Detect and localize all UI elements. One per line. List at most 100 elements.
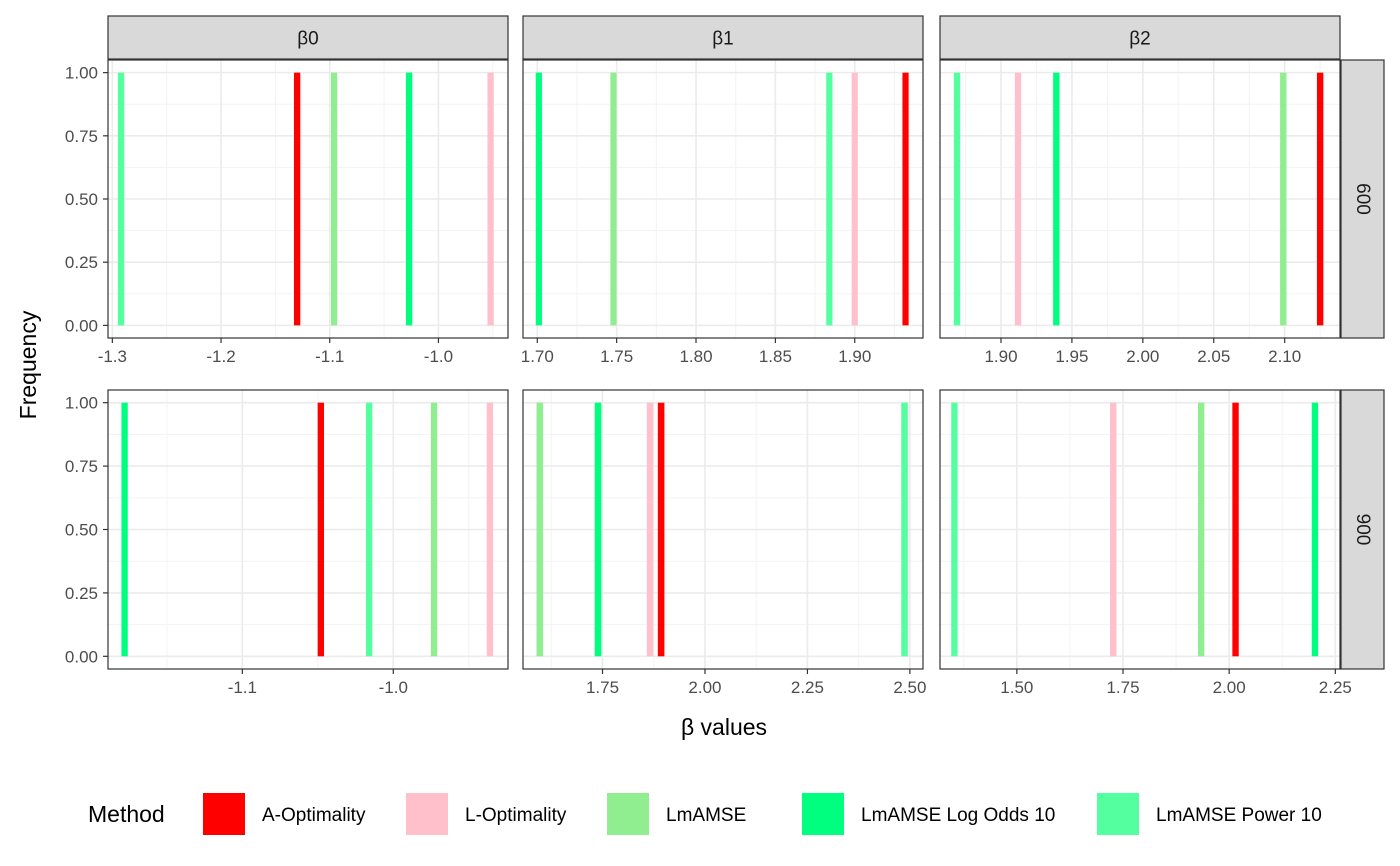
bar-a-optimality — [657, 402, 665, 657]
strip-label-0: β0 — [297, 29, 319, 50]
x-tick-label: -1.3 — [98, 347, 127, 366]
legend-label: LmAMSE Power 10 — [1156, 805, 1322, 826]
x-tick-label: 2.00 — [688, 678, 721, 697]
x-tick-label: -1.0 — [424, 347, 453, 366]
legend-swatch — [802, 793, 844, 835]
panel-600-2: 1.90 1.95 2.00 2.05 2.10 — [939, 59, 1341, 366]
strip-label-1: β1 — [712, 29, 734, 50]
x-tick-label: 1.75 — [586, 678, 619, 697]
legend-swatch — [607, 793, 649, 835]
bar-lmamse-power-10 — [951, 402, 958, 657]
bar-lmamse-log-odds-10 — [405, 72, 413, 326]
legend-swatch — [203, 793, 245, 835]
panel-900-1: 1.75 2.00 2.25 2.50 — [522, 389, 926, 697]
bar-lmamse — [330, 72, 338, 326]
bar-lmamse-log-odds-10 — [1311, 402, 1319, 657]
legend-swatch — [406, 793, 448, 835]
panel-border — [939, 59, 1341, 339]
strip-row-600 — [1340, 59, 1385, 339]
y-tick-label: 0.25 — [65, 253, 98, 272]
x-tick-label: 1.75 — [1106, 678, 1139, 697]
legend-item-lmamse-power-10: LmAMSE Power 10 — [1097, 793, 1322, 835]
strip-label-2: β2 — [1129, 29, 1151, 50]
bar-lmamse — [610, 72, 617, 326]
x-tick-label: 2.00 — [1126, 347, 1159, 366]
bar-lmamse-power-10 — [117, 72, 125, 326]
panel-600-0: -1.3 -1.2 -1.1 -1.0 0.00 0.25 0.50 0.75 1.00 — [65, 59, 509, 366]
x-tick-label: 1.70 — [521, 347, 554, 366]
legend-swatch — [1097, 793, 1139, 835]
y-tick-label: 0.75 — [65, 127, 98, 146]
bar-lmamse — [430, 402, 438, 657]
x-tick-label: 1.95 — [1055, 347, 1088, 366]
bar-l-optimality — [851, 72, 858, 326]
x-tick-label: -1.1 — [228, 678, 257, 697]
y-tick-label: 0.25 — [65, 584, 98, 603]
x-tick-label: 2.25 — [791, 678, 824, 697]
y-tick-label: 0.75 — [65, 457, 98, 476]
bar-a-optimality — [902, 72, 909, 326]
x-tick-label: -1.1 — [315, 347, 344, 366]
bar-a-optimality — [1316, 72, 1324, 326]
bar-l-optimality — [1110, 402, 1117, 657]
x-tick-label: 1.80 — [679, 347, 712, 366]
bar-lmamse — [536, 402, 544, 657]
panel-900-2: 1.50 1.75 2.00 2.25 — [939, 389, 1352, 697]
y-tick-label: 1.00 — [65, 64, 98, 83]
strip-label-600: 600 — [1352, 183, 1373, 215]
bar-lmamse-log-odds-10 — [535, 72, 542, 326]
x-axis-title: β values — [681, 714, 767, 740]
strip-label-900: 900 — [1352, 514, 1373, 546]
bar-l-optimality — [1014, 72, 1022, 326]
legend-item-a-optimality: A-Optimality — [203, 793, 366, 835]
x-tick-label: 1.90 — [984, 347, 1017, 366]
bar-lmamse-power-10 — [826, 72, 833, 326]
x-tick-label: 2.50 — [893, 678, 926, 697]
bar-lmamse-power-10 — [365, 402, 373, 657]
legend-label: LmAMSE — [666, 805, 746, 826]
x-tick-label: 2.10 — [1268, 347, 1301, 366]
bar-lmamse-log-odds-10 — [594, 402, 602, 657]
strip-col-2 — [522, 15, 924, 60]
y-tick-label: 0.50 — [65, 521, 98, 540]
x-tick-label: 1.90 — [838, 347, 871, 366]
legend-item-lmamse-log-odds-10: LmAMSE Log Odds 10 — [802, 793, 1055, 835]
bar-l-optimality — [646, 402, 654, 657]
x-tick-label: 1.50 — [1000, 678, 1033, 697]
x-tick-label: 1.75 — [600, 347, 633, 366]
x-tick-label: 1.85 — [759, 347, 792, 366]
strip-col-3 — [939, 15, 1341, 60]
bar-lmamse — [1197, 402, 1205, 657]
legend: Method A-Optimality L-Optimality LmAMSE LmA… — [88, 793, 1322, 835]
panel-600-1: 1.70 1.75 1.80 1.85 1.90 — [521, 59, 924, 366]
panels-layer: β0 β1 β2 600 900 -1.3 -1.2 -1.1 -1.0 0.00 0.25 0.50… — [65, 15, 1385, 697]
y-tick-label: 1.00 — [65, 394, 98, 413]
bar-l-optimality — [486, 402, 494, 657]
legend-label: L-Optimality — [465, 805, 567, 826]
x-tick-label: -1.2 — [206, 347, 235, 366]
bar-lmamse — [1280, 72, 1287, 326]
bar-lmamse-log-odds-10 — [121, 402, 128, 657]
panel-900-0: -1.1 -1.0 0.00 0.25 0.50 0.75 1.00 — [65, 389, 509, 697]
y-axis-title: Frequency — [15, 310, 41, 419]
bar-a-optimality — [317, 402, 324, 657]
legend-title: Method — [88, 801, 165, 827]
legend-label: LmAMSE Log Odds 10 — [861, 805, 1055, 826]
panel-border — [522, 59, 924, 339]
y-tick-label: 0.00 — [65, 647, 98, 666]
x-tick-label: -1.0 — [379, 678, 408, 697]
bar-lmamse-power-10 — [901, 402, 908, 657]
bar-a-optimality — [293, 72, 301, 326]
legend-item-lmamse: LmAMSE — [607, 793, 746, 835]
bar-lmamse-power-10 — [953, 72, 961, 326]
x-tick-label: 2.05 — [1197, 347, 1230, 366]
strip-row-900 — [1340, 389, 1385, 670]
strip-col-1 — [107, 15, 509, 60]
y-tick-label: 0.00 — [65, 316, 98, 335]
legend-item-l-optimality: L-Optimality — [406, 793, 567, 835]
bar-lmamse-log-odds-10 — [1053, 72, 1060, 326]
panel-border — [939, 389, 1341, 670]
x-tick-label: 2.00 — [1213, 678, 1246, 697]
panel-border — [522, 389, 924, 670]
